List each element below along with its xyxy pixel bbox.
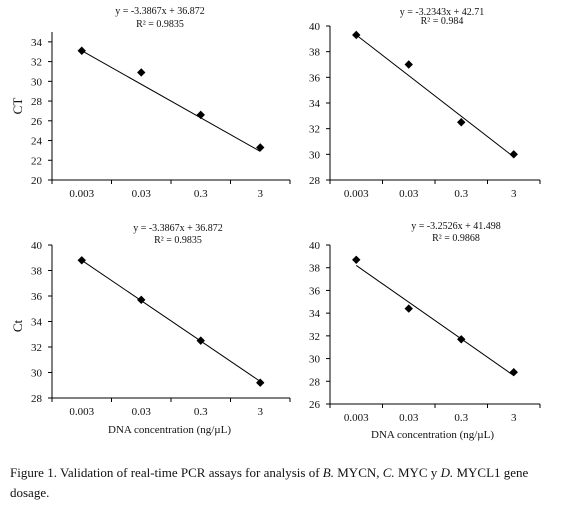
panel-2-y-tick-label: 40 <box>309 21 321 33</box>
caption-d-label: D. <box>440 465 454 480</box>
caption-prefix: Figure 1. Validation of real-time PCR as… <box>10 465 323 480</box>
panel-3-data-point <box>137 295 146 305</box>
panel-2-data-point <box>457 118 466 127</box>
panel-4-x-tick-label: 0.003 <box>344 412 369 424</box>
panel-2-y-tick-label: 36 <box>309 72 321 84</box>
panel-1-data-point <box>77 46 86 55</box>
panel-4-x-tick-label: 0.3 <box>454 412 468 424</box>
panel-4-data-point <box>509 368 518 377</box>
caption-d-gene: MYCL1 gene dosage. <box>10 465 529 500</box>
panel-1-equation: y = -3.3867x + 36.872 <box>115 6 205 17</box>
x-axis-title-right: DNA concentration (ng/µL) <box>371 429 495 441</box>
panel-3-trendline <box>81 259 261 382</box>
panel-3-y-tick-label: 34 <box>31 317 43 329</box>
panel-1-y-tick-label: 22 <box>31 155 42 167</box>
panel-1-r-squared: R² = 0.9835 <box>136 19 184 30</box>
panel-3-y-tick-label: 30 <box>31 368 43 380</box>
panel-4-y-tick-label: 32 <box>309 331 320 343</box>
panel-4-y-tick-label: 28 <box>309 376 321 388</box>
panel-4-x-tick-label: 3 <box>511 412 517 424</box>
panel-2-x-tick-label: 0.003 <box>344 188 369 200</box>
panel-1-y-tick-label: 24 <box>31 136 43 148</box>
panel-4-y-tick-label: 36 <box>309 285 321 297</box>
panel-1-data-point <box>137 68 146 77</box>
panel-1-x-tick-label: 3 <box>258 188 264 200</box>
panel-4-data-point <box>457 335 466 344</box>
panel-3-x-tick-label: 0.3 <box>194 406 208 418</box>
panel-4-x-tick-label: 0.03 <box>399 412 419 424</box>
panel-2-y-tick-label: 34 <box>309 98 321 110</box>
panel-3-y-tick-label: 40 <box>31 240 43 252</box>
panel-2-trendline <box>355 34 515 158</box>
panel-3-equation: y = -3.3867x + 36.872 <box>133 223 223 234</box>
panel-1-x-tick-label: 0.03 <box>132 188 152 200</box>
panel-3-x-tick-label: 0.03 <box>132 406 152 418</box>
panel-2-r-squared: R² = 0.984 <box>421 16 464 27</box>
panel-2-y-tick-label: 38 <box>309 47 321 59</box>
panel-2-y-tick-label: 32 <box>309 124 320 136</box>
panel-1-trendline <box>81 50 261 152</box>
panel-2-data-point <box>352 30 361 40</box>
panel-4-r-squared: R² = 0.9868 <box>432 233 480 244</box>
caption-c-label: C. <box>382 465 395 480</box>
caption-b-gene: MYCN, <box>334 465 383 480</box>
panel-1-y-tick-label: 28 <box>31 96 43 108</box>
panel-2-y-tick-label: 30 <box>309 149 321 161</box>
panel-4-y-tick-label: 38 <box>309 263 321 275</box>
panel-4-trendline <box>355 265 515 377</box>
caption-c-gene: MYC y <box>394 465 441 480</box>
figure-caption: Figure 1. Validation of real-time PCR as… <box>10 463 558 503</box>
panel-2-x-tick-label: 3 <box>511 188 517 200</box>
panel-1-data-point <box>256 143 265 152</box>
panel-1-y-tick-label: 26 <box>31 116 43 128</box>
panel-1-y-axis-title: CT <box>10 98 25 115</box>
panel-4-y-tick-label: 26 <box>309 399 321 411</box>
panel-3-x-tick-label: 3 <box>258 406 264 418</box>
panel-4-data-point <box>352 255 361 264</box>
panel-3-x-tick-label: 0.003 <box>69 406 94 418</box>
x-axis-title-left: DNA concentration (ng/µL) <box>108 424 232 436</box>
panel-3-y-tick-label: 36 <box>31 291 43 303</box>
panel-3-y-axis-title: Ct <box>10 319 25 332</box>
panel-1-y-tick-label: 30 <box>31 76 43 88</box>
panel-1-y-tick-label: 32 <box>31 57 42 69</box>
panel-3-data-point <box>77 256 86 265</box>
panel-4-data-point <box>404 304 413 313</box>
panel-1-x-tick-label: 0.3 <box>194 188 208 200</box>
panel-2-data-point <box>509 150 518 159</box>
panel-3-y-tick-label: 28 <box>31 393 43 405</box>
panel-3-data-point <box>196 336 205 345</box>
panel-1-y-tick-label: 34 <box>31 37 43 49</box>
panel-2-y-tick-label: 28 <box>309 175 321 187</box>
panel-2-equation: y = -3.2343x + 42.71 <box>400 7 485 18</box>
panel-4-y-tick-label: 40 <box>309 240 321 252</box>
panel-3-y-tick-label: 32 <box>31 342 42 354</box>
panel-3-r-squared: R² = 0.9835 <box>154 235 202 246</box>
panel-4-y-tick-label: 34 <box>309 308 321 320</box>
panel-3-y-tick-label: 38 <box>31 266 43 278</box>
panel-2-data-point <box>404 60 413 69</box>
caption-b-label: B. <box>322 465 334 480</box>
panel-4-equation: y = -3.2526x + 41.498 <box>411 221 501 232</box>
panel-1-data-point <box>196 110 205 120</box>
panel-1-y-tick-label: 20 <box>31 175 43 187</box>
panel-3-data-point <box>256 378 265 387</box>
panel-2-x-tick-label: 0.3 <box>454 188 468 200</box>
panel-2-x-tick-label: 0.03 <box>399 188 419 200</box>
panel-1-x-tick-label: 0.003 <box>69 188 94 200</box>
panel-4-y-tick-label: 30 <box>309 354 321 366</box>
